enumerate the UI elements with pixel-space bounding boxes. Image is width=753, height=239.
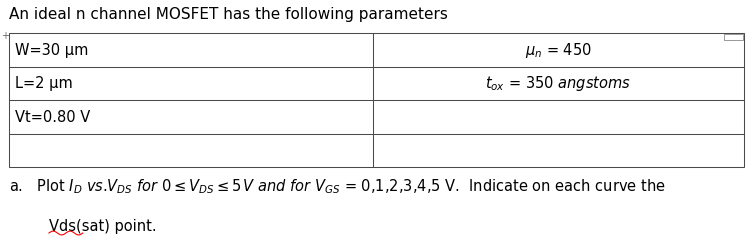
Text: Vds(sat) point.: Vds(sat) point. xyxy=(49,219,157,234)
Text: +: + xyxy=(2,31,10,41)
Text: W=30 μm: W=30 μm xyxy=(15,43,88,58)
Text: $\mu_n$ = 450: $\mu_n$ = 450 xyxy=(525,41,592,60)
Text: Vt=0.80 V: Vt=0.80 V xyxy=(15,110,90,125)
Text: $t_{ox}$ = 350 $\mathit{angstoms}$: $t_{ox}$ = 350 $\mathit{angstoms}$ xyxy=(486,74,631,93)
Bar xyxy=(9,33,744,167)
Bar xyxy=(724,34,743,40)
Text: a.   Plot $I_D$ $vs$.$V_{DS}$ $for$ $0 \leq V_{DS} \leq 5\,V$ $and$ $for$ $V_{GS: a. Plot $I_D$ $vs$.$V_{DS}$ $for$ $0 \le… xyxy=(9,177,666,196)
Text: L=2 μm: L=2 μm xyxy=(15,76,73,91)
Text: An ideal n channel MOSFET has the following parameters: An ideal n channel MOSFET has the follow… xyxy=(9,7,448,22)
